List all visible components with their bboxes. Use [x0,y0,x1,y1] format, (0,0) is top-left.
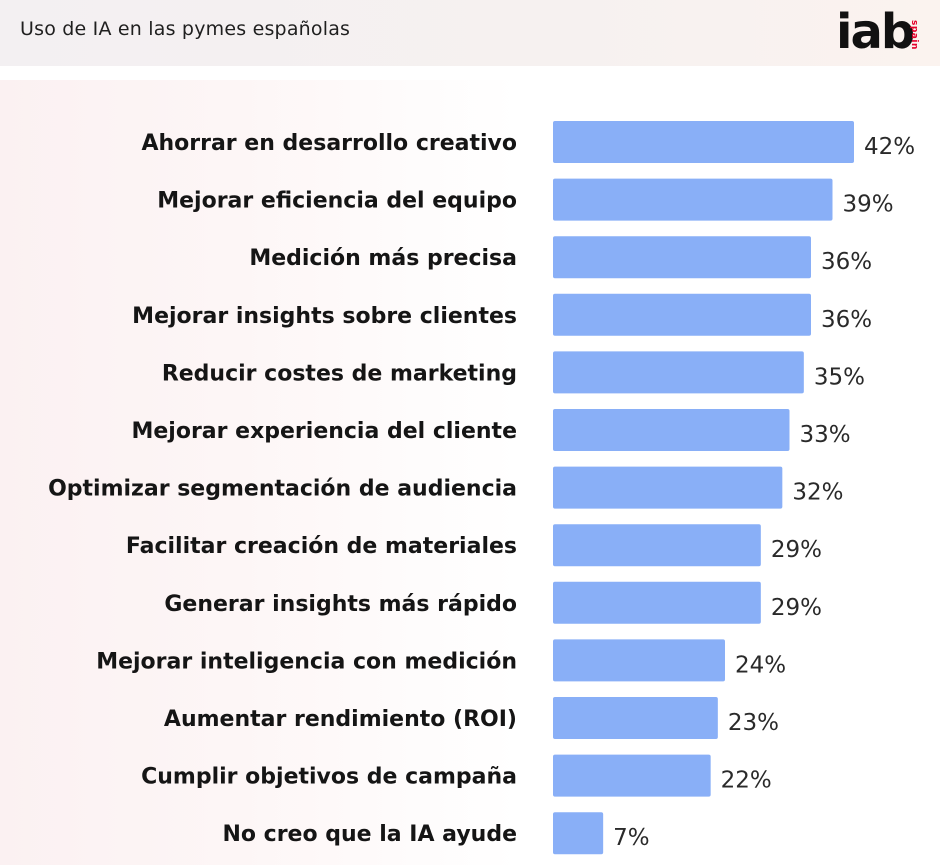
value-label: 23% [728,710,779,736]
value-label: 35% [814,364,865,390]
bar [553,581,761,624]
value-label: 32% [792,480,843,506]
category-label: Medición más precisa [249,246,517,271]
logo-subtext: spain [909,20,919,50]
value-label: 24% [735,652,786,678]
iab-logo: iab spain [836,4,936,60]
bar [553,351,804,394]
bar [553,639,725,682]
category-label: Generar insights más rápido [164,592,517,617]
bar [553,178,833,221]
value-label: 36% [821,249,872,275]
category-label: Reducir costes de marketing [162,361,517,386]
bar [553,524,761,567]
chart-panel: Ahorrar en desarrollo creativo 42% Mejorar… [0,80,940,865]
bar [553,409,790,451]
bar [553,812,604,855]
category-label: Mejorar insights sobre clientes [132,304,517,329]
bar [553,293,811,336]
category-label: No creo que la IA ayude [222,822,517,847]
bar [553,466,783,509]
value-label: 36% [821,307,872,333]
value-label: 7% [613,825,650,851]
category-label: Optimizar segmentación de audiencia [48,477,517,502]
category-label: Mejorar inteligencia con medición [96,649,517,674]
value-label: 39% [843,192,894,218]
category-label: Aumentar rendimiento (ROI) [164,707,517,732]
category-label: Mejorar experiencia del cliente [131,419,517,444]
category-label: Facilitar creación de materiales [126,534,517,559]
category-label: Ahorrar en desarrollo creativo [141,131,517,156]
bar [553,236,811,279]
value-label: 42% [864,134,915,160]
header-bar: Uso de IA en las pymes españolas iab spa… [0,0,940,66]
bar [553,697,718,739]
value-label: 33% [800,422,851,448]
bar-chart: Ahorrar en desarrollo creativo 42% Mejorar… [48,121,915,855]
value-label: 22% [721,768,772,794]
logo-wordmark: iab [836,4,915,60]
category-label: Cumplir objetivos de campaña [141,765,517,790]
bar [553,754,711,797]
chart-title: Uso de IA en las pymes españolas [20,18,351,40]
value-label: 29% [771,595,822,621]
value-label: 29% [771,537,822,563]
bar [553,121,854,163]
category-label: Mejorar eficiencia del equipo [157,189,517,214]
